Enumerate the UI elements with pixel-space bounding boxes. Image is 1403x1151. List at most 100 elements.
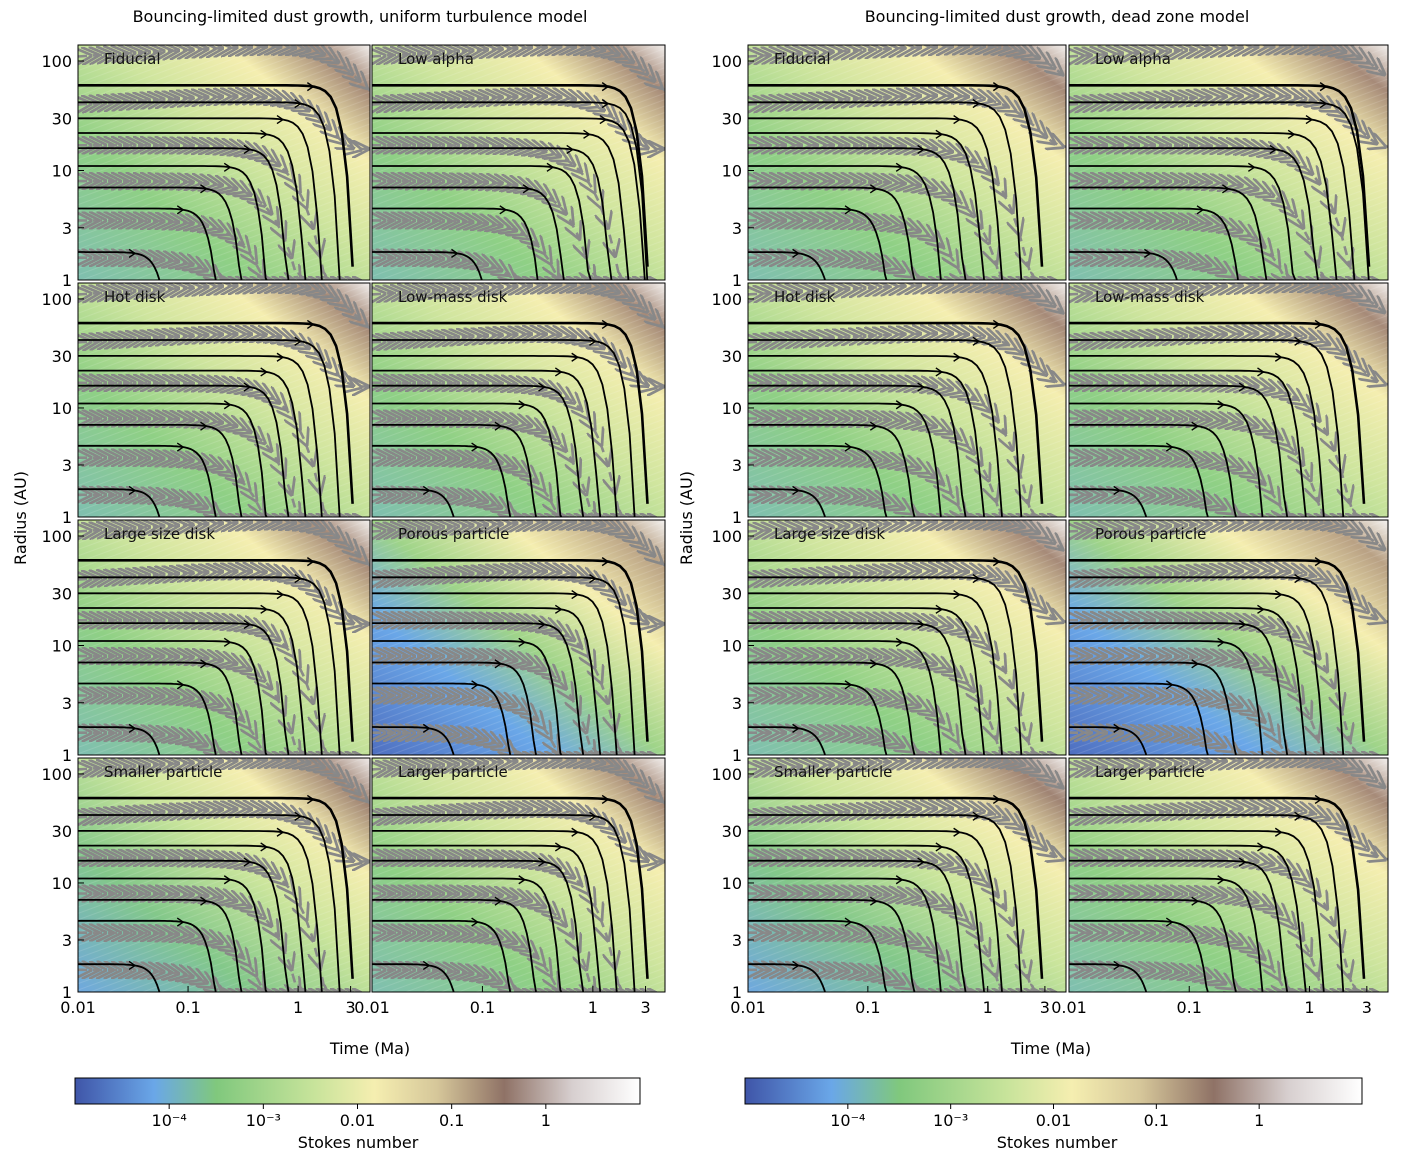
contour-texture — [78, 45, 370, 280]
particle-trajectory — [78, 877, 268, 992]
colorbar-tick-label: 1 — [1254, 1111, 1264, 1130]
trajectory-arrow — [792, 485, 800, 496]
particle-trajectory — [372, 899, 537, 992]
particle-trajectory — [1069, 814, 1345, 992]
particle-trajectory — [78, 682, 217, 755]
gas-trajectory — [78, 47, 370, 92]
trajectory-arrow — [1305, 114, 1314, 125]
x-tick-label: 0.01 — [730, 998, 766, 1017]
y-tick-label: 100 — [41, 290, 72, 309]
panel-label: Low-mass disk — [398, 288, 508, 306]
particle-trajectory — [372, 559, 649, 742]
trajectory-arrow — [1217, 637, 1225, 647]
y-tick-label: 3 — [62, 456, 72, 475]
panel-frame — [371, 44, 666, 281]
trajectory-arrow — [1274, 589, 1283, 600]
particle-trajectory — [372, 321, 649, 504]
particle-trajectory — [1069, 444, 1209, 517]
x-tick-label: 0.01 — [354, 998, 390, 1017]
y-tick-label: 10 — [722, 874, 742, 893]
trajectory-arrow — [128, 485, 137, 496]
particle-trajectory — [78, 101, 341, 280]
trajectory-arrow — [972, 811, 981, 821]
trajectory-arrow — [953, 114, 961, 125]
particle-trajectory — [748, 165, 942, 280]
trajectory-arrow — [844, 917, 853, 927]
trajectory-arrow — [223, 637, 232, 647]
particle-trajectory — [1069, 84, 1371, 267]
trajectory-arrow — [1217, 400, 1225, 410]
particle-trajectory — [78, 402, 268, 517]
particle-trajectory — [1069, 661, 1237, 755]
x-tick-label: 3 — [1040, 998, 1050, 1017]
trajectory-arrow — [953, 589, 961, 600]
panel-label: Large size disk — [104, 525, 215, 543]
panel-frame — [747, 44, 1067, 281]
particle-trajectory — [372, 132, 630, 280]
trajectory-arrow — [935, 842, 944, 852]
trajectory-arrow — [1165, 442, 1174, 452]
particle-trajectory — [78, 844, 307, 992]
particle-trajectory — [372, 251, 483, 280]
x-tick-label: 1 — [983, 998, 993, 1017]
panel-1-0: Fiducial — [747, 44, 1067, 281]
contour-texture — [372, 758, 665, 992]
trajectory-arrow — [1319, 82, 1328, 92]
panel-frame — [1068, 44, 1389, 281]
y-tick-label: 100 — [41, 52, 72, 71]
particle-trajectory — [748, 607, 986, 755]
particle-trajectory — [748, 84, 1044, 267]
particle-trajectory — [78, 132, 307, 280]
trajectory-arrow — [422, 485, 431, 496]
trajectory-arrow — [471, 917, 479, 927]
trajectory-arrow — [499, 205, 508, 215]
particle-trajectory — [1069, 424, 1237, 517]
y-tick-label: 100 — [41, 765, 72, 784]
trajectory-arrow — [243, 619, 252, 630]
particle-trajectory — [748, 622, 967, 755]
trajectory-arrow — [1269, 144, 1278, 155]
particle-trajectory — [1069, 899, 1237, 992]
particle-trajectory — [748, 640, 942, 755]
trajectory-arrow — [566, 144, 574, 155]
x-tick-label: 0.01 — [60, 998, 96, 1017]
particle-trajectory — [372, 424, 537, 517]
gas-trajectory — [1069, 283, 1388, 317]
left-x-axis-label: Time (Ma) — [329, 1039, 410, 1058]
particle-trajectory — [1069, 877, 1264, 992]
y-tick-label: 30 — [722, 109, 742, 128]
particle-trajectory — [78, 899, 243, 992]
panel-label: Fiducial — [774, 50, 831, 68]
trajectory-arrow — [223, 400, 232, 410]
particle-trajectory — [372, 165, 592, 280]
trajectory-arrow — [200, 184, 208, 194]
trajectory-arrow — [601, 98, 610, 109]
trajectory-arrow — [518, 637, 527, 647]
trajectory-arrow — [294, 98, 302, 109]
particle-trajectory — [78, 369, 307, 517]
contour-texture — [78, 283, 370, 517]
trajectory-arrow — [1238, 619, 1247, 630]
trajectory-arrow — [601, 557, 610, 567]
trajectory-arrow — [306, 557, 315, 567]
particle-trajectory — [78, 814, 341, 992]
particle-trajectory — [372, 726, 455, 755]
particle-trajectory — [372, 186, 565, 280]
trajectory-arrow — [953, 827, 961, 837]
trajectory-arrow — [1196, 205, 1205, 215]
trajectory-arrow — [935, 367, 944, 377]
particle-trajectory — [372, 444, 512, 517]
particle-trajectory — [372, 84, 649, 267]
trajectory-arrow — [935, 604, 944, 614]
panel-frame — [1068, 519, 1389, 756]
particle-trajectory — [748, 844, 986, 992]
trajectory-arrow — [895, 162, 904, 172]
panel-frame — [747, 757, 1067, 993]
right-figure-title: Bouncing-limited dust growth, dead zone … — [865, 7, 1250, 26]
particle-trajectory — [748, 444, 888, 517]
panel-label: Porous particle — [1095, 525, 1206, 543]
y-tick-label: 100 — [711, 765, 742, 784]
trajectory-arrow — [599, 114, 608, 125]
trajectory-arrow — [546, 162, 555, 172]
particle-trajectory — [78, 576, 341, 755]
